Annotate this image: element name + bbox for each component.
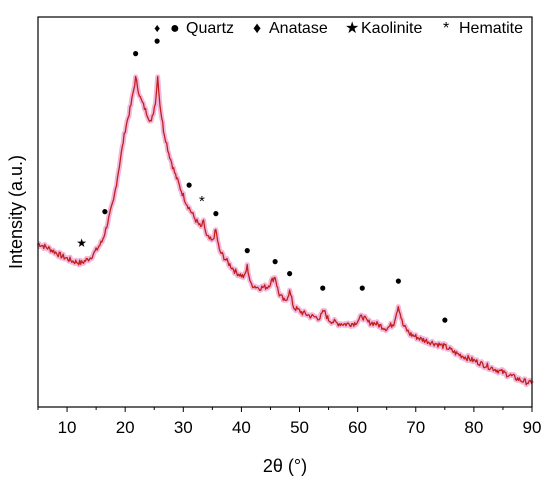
marker-quartz: ●	[101, 204, 108, 218]
marker-kaolinite: ★	[76, 236, 87, 250]
x-tick-label: 40	[232, 418, 251, 437]
marker-hematite: *	[199, 193, 205, 210]
legend-label-hematite: Hematite	[459, 20, 523, 37]
x-tick-label: 10	[58, 418, 77, 437]
legend-label-quartz: Quartz	[186, 20, 234, 37]
x-tick-label: 90	[523, 418, 542, 437]
marker-quartz: ●	[212, 206, 219, 220]
marker-quartz: ●	[185, 177, 192, 191]
marker-anatase: ♦	[154, 21, 160, 35]
marker-quartz: ●	[441, 312, 448, 326]
plot-area: ●●●♦●*●●●●● ●●●★	[36, 21, 535, 388]
marker-quartz: ●	[244, 243, 251, 257]
series-halo	[36, 74, 535, 388]
marker-quartz: ●	[319, 280, 326, 294]
plot-frame	[37, 16, 533, 408]
x-tick-label: 30	[174, 418, 193, 437]
marker-quartz: ●	[271, 254, 278, 268]
legend: ● Quartz ♦ Anatase ★ Kaolinite * Hematite	[170, 20, 523, 37]
marker-quartz: ●	[286, 266, 293, 280]
marker-quartz: ●	[154, 34, 161, 48]
x-tick-label: 50	[290, 418, 309, 437]
legend-label-anatase: Anatase	[269, 20, 328, 37]
x-axis-ticks: 10 20 30 40 50 60 70 80 90	[37, 407, 542, 437]
legend-symbol-hematite: *	[443, 20, 449, 37]
legend-label-kaolinite: Kaolinite	[361, 20, 422, 37]
x-tick-label: 70	[406, 418, 425, 437]
x-axis-label: 2θ (°)	[263, 456, 307, 476]
series-line	[38, 76, 533, 386]
x-tick-label: 60	[348, 418, 367, 437]
x-tick-label: 20	[116, 418, 135, 437]
x-tick-label: 80	[464, 418, 483, 437]
marker-quartz: ●	[395, 273, 402, 287]
y-axis-label: Intensity (a.u.)	[6, 155, 26, 269]
peak-markers: ●●●♦●*●●●●● ●●●★	[76, 21, 448, 326]
legend-symbol-kaolinite: ★	[345, 20, 359, 37]
legend-symbol-anatase: ♦	[253, 20, 261, 37]
legend-symbol-quartz: ●	[170, 20, 180, 37]
marker-quartz: ●	[359, 280, 366, 294]
marker-quartz: ●	[132, 46, 139, 60]
